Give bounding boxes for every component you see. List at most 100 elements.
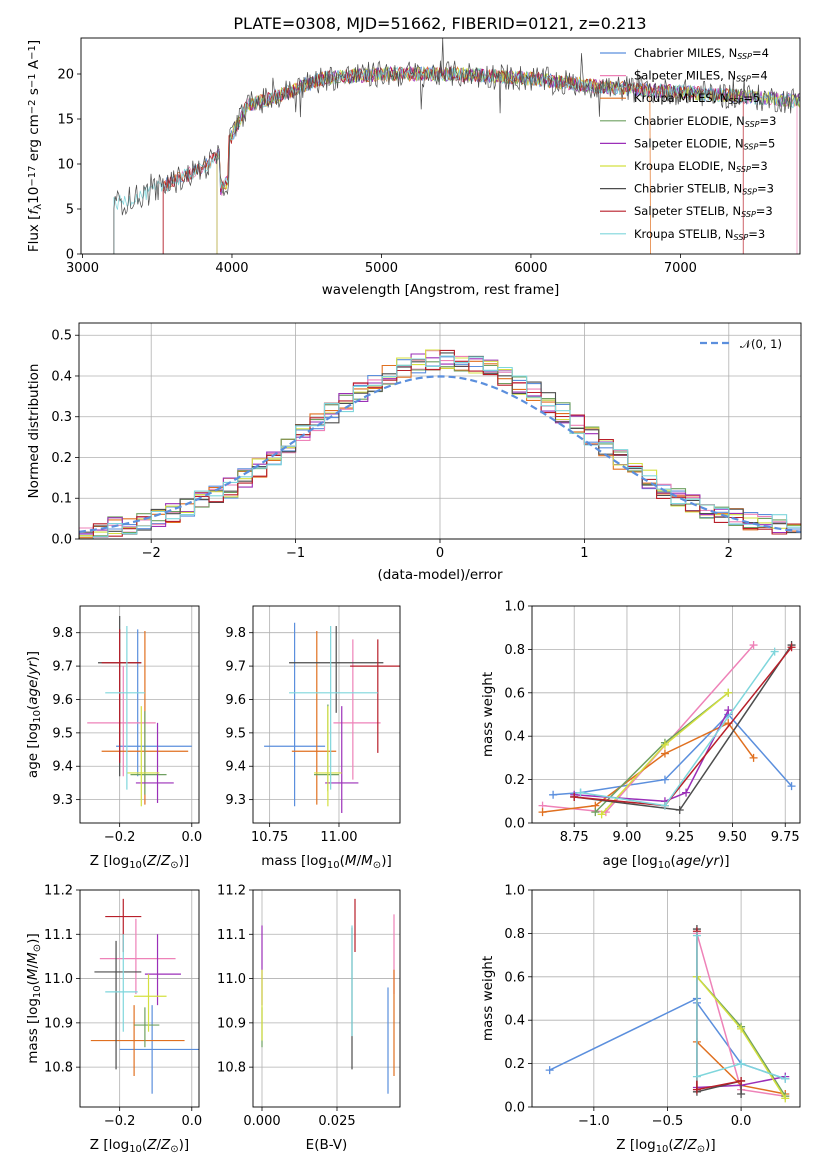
mass-weight-marker [724, 706, 733, 715]
y-tick-label: 0.1 [51, 492, 72, 507]
age-vs-mass-plot-area [264, 622, 400, 813]
axes-frame [252, 605, 401, 824]
mass-vs-Z-plot-area [90, 898, 199, 1094]
y-tick-label: 0.2 [504, 1057, 525, 1072]
label-part: =3 [757, 182, 774, 196]
label-part: )] [25, 651, 41, 662]
mass-weight-marker [737, 1059, 746, 1068]
label-part: =3 [751, 159, 768, 173]
mass-weight-marker [660, 775, 669, 784]
y-axis-label: Flux [fλ10−17 erg cm−2 s−1 A−1] [26, 40, 44, 252]
y-tick-label: 10.8 [44, 1061, 73, 1076]
x-axis-label: Z [log10(Z/Z⊙)] [90, 1137, 189, 1155]
legend-label: Chabrier STELIB, NSSP=3 [634, 182, 774, 197]
spectrum-axes: 3000 4000 5000 6000 7000 0 5 10 15 20 wavelength [… [26, 37, 801, 298]
mass-weight-marker [737, 1076, 746, 1085]
mass-weight-vs-age-axes: 8.75 9.00 9.25 9.50 9.75 0.0 0.2 0.4 0.6 0.8 1.0 ag… [480, 600, 801, 871]
label-part: SSP [736, 75, 751, 84]
label-part: ⊙ [170, 860, 178, 871]
label-part: SSP [734, 233, 749, 242]
label-part: Z [687, 1137, 698, 1153]
mass-weight-marker [692, 1072, 701, 1081]
legend-label: Kroupa ELODIE, NSSP=3 [634, 159, 768, 174]
x-tick-label: −2 [142, 546, 161, 561]
y-tick-label: 0.4 [504, 1014, 525, 1029]
y-tick-label: 11.2 [44, 884, 73, 899]
label-part: A [26, 59, 42, 73]
label-part: Z [160, 853, 171, 869]
axes-frame [79, 605, 200, 824]
label-part: 10 [327, 860, 340, 871]
y-tick-label: 9.6 [225, 693, 246, 708]
axes-frame [78, 322, 802, 540]
x-axis-label: age [log10(age/yr)] [602, 853, 729, 871]
x-tick-label: −0.2 [104, 1114, 136, 1129]
mass-weight-vs-Z-plot-area [545, 925, 790, 1103]
label-part: ⊙ [697, 1144, 705, 1155]
mass-vs-EBV-axes: 0.000 0.025 10.8 10.9 11.0 11.1 11.2 E(B-V) [217, 884, 401, 1153]
mass-weight-marker [737, 1089, 746, 1098]
label-part: SSP [737, 52, 752, 61]
y-tick-label: 0.5 [51, 329, 72, 344]
y-tick-label: 0.3 [51, 410, 72, 425]
label-part: )] [381, 853, 392, 869]
label-part: ] [26, 40, 42, 45]
label-part: 10 [129, 860, 142, 871]
mass-weight-marker [787, 643, 796, 652]
label-part: age [log [25, 723, 41, 778]
label-part: Salpeter MILES, N [634, 69, 736, 83]
label-part: Z [146, 853, 157, 869]
y-tick-label: 9.5 [225, 726, 246, 741]
label-part: Z [146, 1137, 157, 1153]
label-part: Chabrier ELODIE, N [634, 114, 745, 128]
y-tick-label: 0.2 [51, 451, 72, 466]
y-tick-label: 11.1 [217, 928, 246, 943]
x-tick-label: −1 [286, 546, 305, 561]
label-part: 10 [26, 187, 42, 204]
legend-label: Kroupa STELIB, NSSP=3 [634, 227, 765, 242]
label-part: M [361, 853, 373, 869]
label-part: −1 [27, 45, 38, 60]
label-part: / [683, 1137, 688, 1153]
label-part: Salpeter ELODIE, N [634, 136, 744, 150]
legend-label: Kroupa MILES, NSSP=5 [634, 91, 760, 106]
label-part: )] [179, 1137, 190, 1153]
x-axis-label: (data-model)/error [377, 567, 503, 583]
x-tick-label: −0.2 [104, 830, 136, 845]
mass-weight-marker [660, 801, 669, 810]
label-part: Z [673, 1137, 684, 1153]
x-tick-label: 4000 [215, 261, 248, 276]
y-tick-label: 9.6 [52, 693, 73, 708]
label-part: =3 [748, 227, 765, 241]
mass-weight-marker [737, 1024, 746, 1033]
x-tick-label: 0.000 [243, 1114, 280, 1129]
axes-frame [531, 889, 801, 1108]
label-part: −1 [27, 73, 38, 88]
label-part: ( [142, 853, 147, 869]
label-part: −2 [27, 99, 38, 114]
mass-weight-marker [749, 641, 758, 650]
spectrum-line-chabrier-stelib [113, 38, 800, 254]
label-part: Z [160, 1137, 171, 1153]
y-tick-label: 9.7 [52, 660, 73, 675]
label-part: M [25, 968, 41, 980]
label-part: SSP [736, 165, 751, 174]
label-part: 10 [32, 985, 43, 998]
legend-label: 𝒩(0, 1) [740, 337, 782, 351]
label-part: =3 [760, 114, 777, 128]
x-axis-label: Z [log10(Z/Z⊙)] [90, 853, 189, 871]
label-part: ( [25, 980, 41, 985]
y-tick-label: 0.6 [504, 686, 525, 701]
mass-weight-marker [692, 931, 701, 940]
spectrum-line-kroupa-stelib [113, 66, 800, 254]
x-tick-label: 10.75 [251, 830, 288, 845]
mass-weight-marker [660, 749, 669, 758]
legend-label: Salpeter STELIB, NSSP=3 [634, 204, 773, 219]
x-axis-label: wavelength [Angstrom, rest frame] [322, 282, 560, 298]
x-tick-label: 5000 [365, 261, 398, 276]
y-tick-label: 9.5 [52, 726, 73, 741]
y-tick-label: 0.0 [51, 533, 72, 548]
x-tick-label: 9.50 [718, 830, 747, 845]
y-tick-label: 5 [66, 203, 74, 218]
y-tick-label: 0.8 [504, 927, 525, 942]
